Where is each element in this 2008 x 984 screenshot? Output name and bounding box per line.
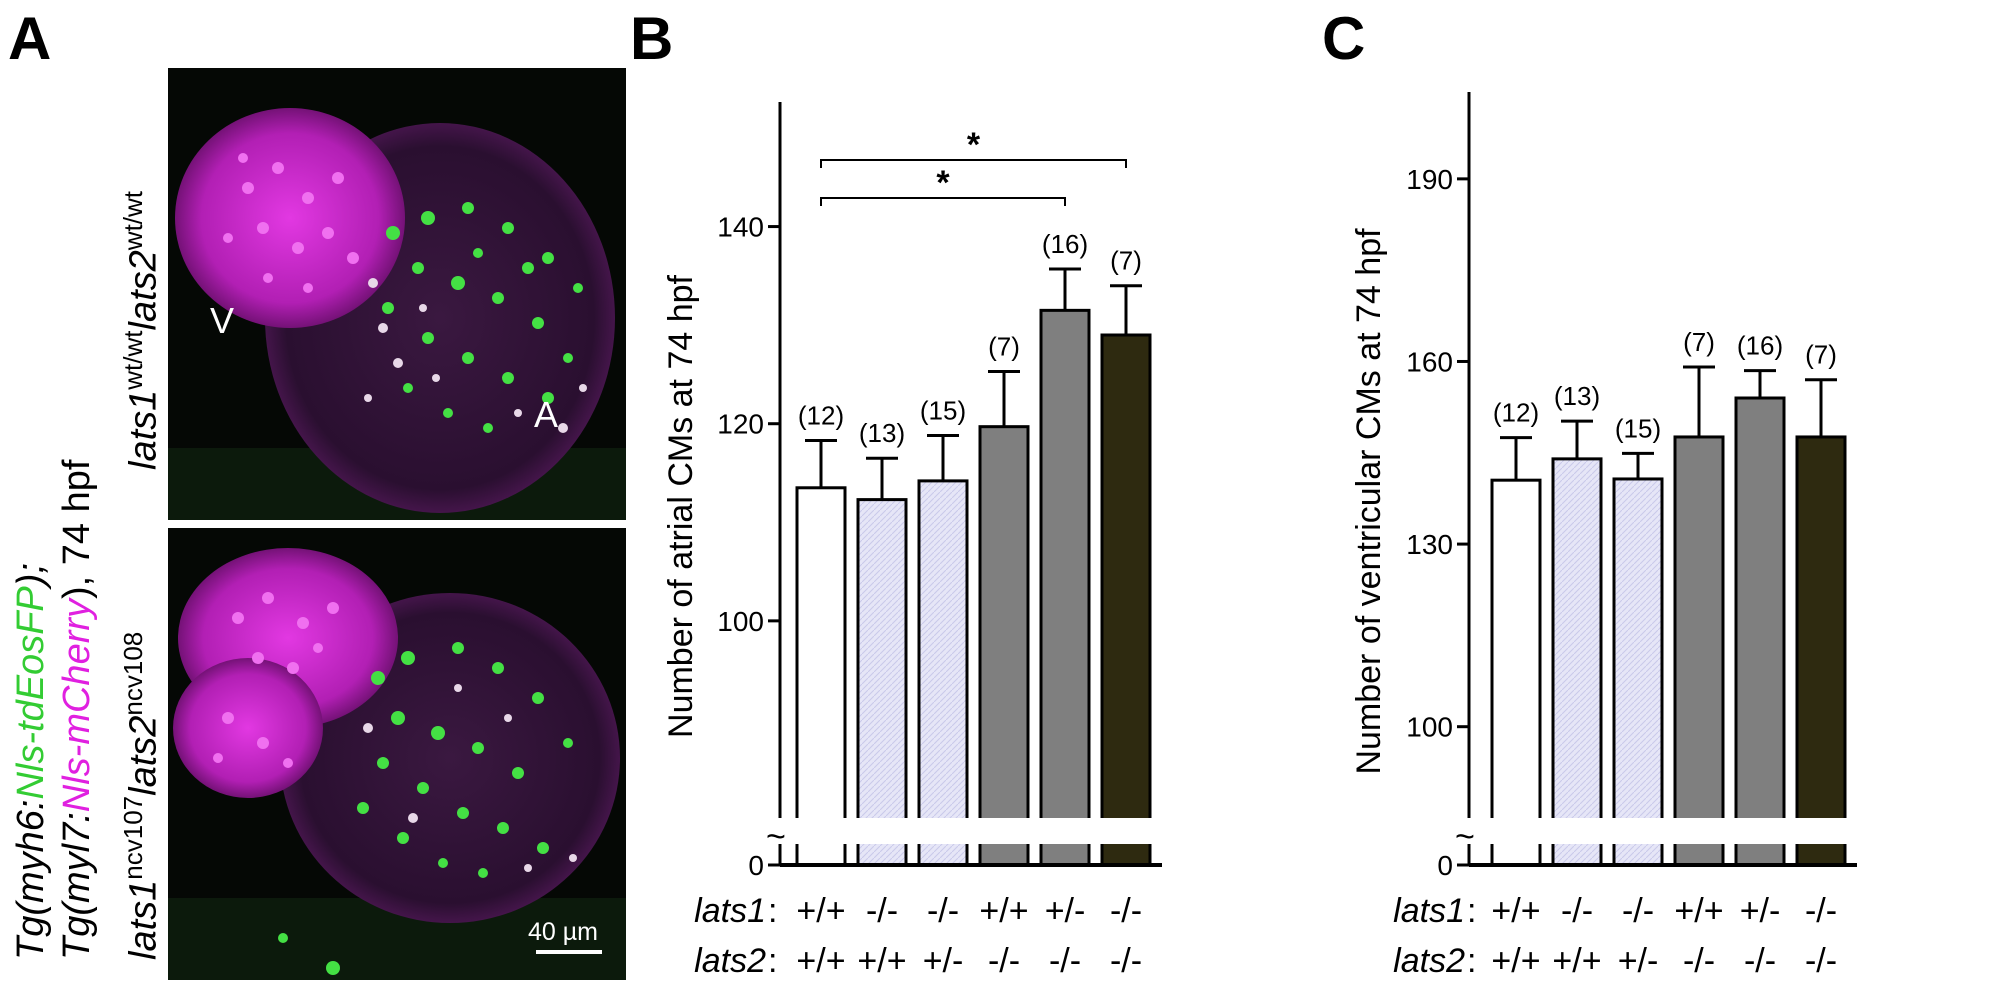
lats1-genotype: -/-: [1805, 892, 1837, 930]
lats2-genotype: +/-: [923, 942, 964, 980]
scale-bar: [536, 950, 602, 954]
lats1-row-label: lats1: [1393, 892, 1465, 930]
lats2-genotype: +/+: [857, 942, 906, 980]
lats2-genotype: -/-: [1744, 942, 1776, 980]
significance-star: *: [967, 126, 981, 164]
lats1-genotype: +/+: [796, 892, 845, 930]
y-tick-label: 190: [1406, 164, 1453, 195]
atrium-label: A: [534, 394, 559, 435]
lats1-genotype: -/-: [1622, 892, 1654, 930]
lats1-row-colon: :: [768, 892, 777, 930]
bar: [1551, 457, 1603, 867]
n-label: (13): [1554, 381, 1600, 411]
n-label: (16): [1737, 331, 1783, 361]
n-label: (7): [1805, 340, 1837, 370]
lats2-row-colon: :: [1467, 942, 1476, 980]
lats1-genotype: +/+: [1674, 892, 1723, 930]
y-tick-label: 0: [748, 850, 764, 881]
transgene-label-line2: Tg(myl7:Nls-mCherry), 74 hpf: [56, 459, 98, 960]
bar: [1612, 477, 1664, 867]
n-label: (12): [1493, 398, 1539, 428]
bar: [1490, 478, 1542, 867]
ventricle-label: V: [210, 300, 235, 341]
lats1-genotype: +/-: [1045, 892, 1086, 930]
lats2-genotype: -/-: [1683, 942, 1715, 980]
heart-image-wildtype: V A: [168, 68, 626, 520]
y-tick-label: 160: [1406, 346, 1453, 377]
n-label: (12): [798, 400, 844, 430]
lats1-row-colon: :: [1467, 892, 1476, 930]
y-tick-label: 100: [717, 606, 764, 637]
bar: [1100, 333, 1152, 867]
lats2-genotype: -/-: [1049, 942, 1081, 980]
lats2-genotype: -/-: [988, 942, 1020, 980]
n-label: (7): [1683, 327, 1715, 357]
lats1-genotype: +/-: [1740, 892, 1781, 930]
genotype-label-top: lats1wt/wtlats2wt/wt: [118, 190, 165, 470]
y-axis-title: Number of atrial CMs at 74 hpf: [662, 274, 700, 738]
n-label: (15): [920, 396, 966, 426]
significance-star: *: [936, 164, 950, 202]
n-label: (16): [1042, 229, 1088, 259]
panel-label-b: B: [630, 5, 674, 72]
axis-break-mark: ~: [1455, 818, 1475, 856]
significance-bracket: [820, 159, 1127, 168]
axis-break-gap: [760, 818, 1170, 844]
lats1-row-label: lats1: [694, 892, 766, 930]
y-tick-label: 120: [717, 409, 764, 440]
lats2-row-colon: :: [768, 942, 777, 980]
axis-break-mark: ~: [766, 818, 786, 856]
lats1-genotype: +/+: [979, 892, 1028, 930]
lats1-genotype: +/+: [1491, 892, 1540, 930]
panel-label-c: C: [1322, 5, 1366, 72]
bar: [1039, 308, 1091, 867]
bar: [978, 425, 1030, 867]
heart-image-wildtype-drawing: [168, 68, 626, 520]
lats2-row-label: lats2: [1393, 942, 1465, 980]
bar: [917, 479, 969, 867]
y-tick-label: 140: [717, 212, 764, 243]
lats2-row-label: lats2: [694, 942, 766, 980]
lats1-genotype: -/-: [866, 892, 898, 930]
panel-label-a: A: [8, 5, 52, 72]
lats2-genotype: -/-: [1805, 942, 1837, 980]
y-tick-label: 0: [1437, 850, 1453, 881]
lats2-genotype: +/+: [1491, 942, 1540, 980]
genotype-label-bottom: lats1ncv107lats2ncv108: [118, 631, 165, 960]
lats1-genotype: -/-: [927, 892, 959, 930]
transgene-label-line1: Tg(myh6:Nls-tdEosFP);: [10, 563, 52, 960]
lats2-genotype: +/-: [1618, 942, 1659, 980]
lats1-genotype: -/-: [1110, 892, 1142, 930]
bar: [1734, 396, 1786, 867]
heart-image-mutant: 40 µm: [168, 528, 626, 980]
significance-bracket: [820, 197, 1066, 206]
n-label: (7): [1110, 246, 1142, 276]
lats2-genotype: +/+: [796, 942, 845, 980]
lats1-genotype: -/-: [1561, 892, 1593, 930]
bar: [795, 486, 847, 867]
bar: [856, 498, 908, 867]
y-tick-label: 100: [1406, 712, 1453, 743]
n-label: (13): [859, 418, 905, 448]
scale-bar-label: 40 µm: [528, 918, 598, 946]
n-label: (7): [988, 331, 1020, 361]
ventricular-cm-chart: (12) (13) (15) (7) (16) (7) ~190 160 130 100 0 Numb…: [1350, 92, 1865, 980]
heart-image-mutant-drawing: [168, 528, 626, 980]
lats2-genotype: +/+: [1552, 942, 1601, 980]
n-label: (15): [1615, 413, 1661, 443]
lats2-genotype: -/-: [1110, 942, 1142, 980]
axis-break-gap: [1449, 818, 1865, 844]
atrial-cm-chart: (12) (13) (15) (7) (16) (7) ~140 120 100 0 Number …: [662, 102, 1170, 980]
y-tick-label: 130: [1406, 529, 1453, 560]
bar: [1795, 435, 1847, 867]
y-axis-title: Number of ventricular CMs at 74 hpf: [1350, 228, 1388, 775]
bar: [1673, 435, 1725, 867]
